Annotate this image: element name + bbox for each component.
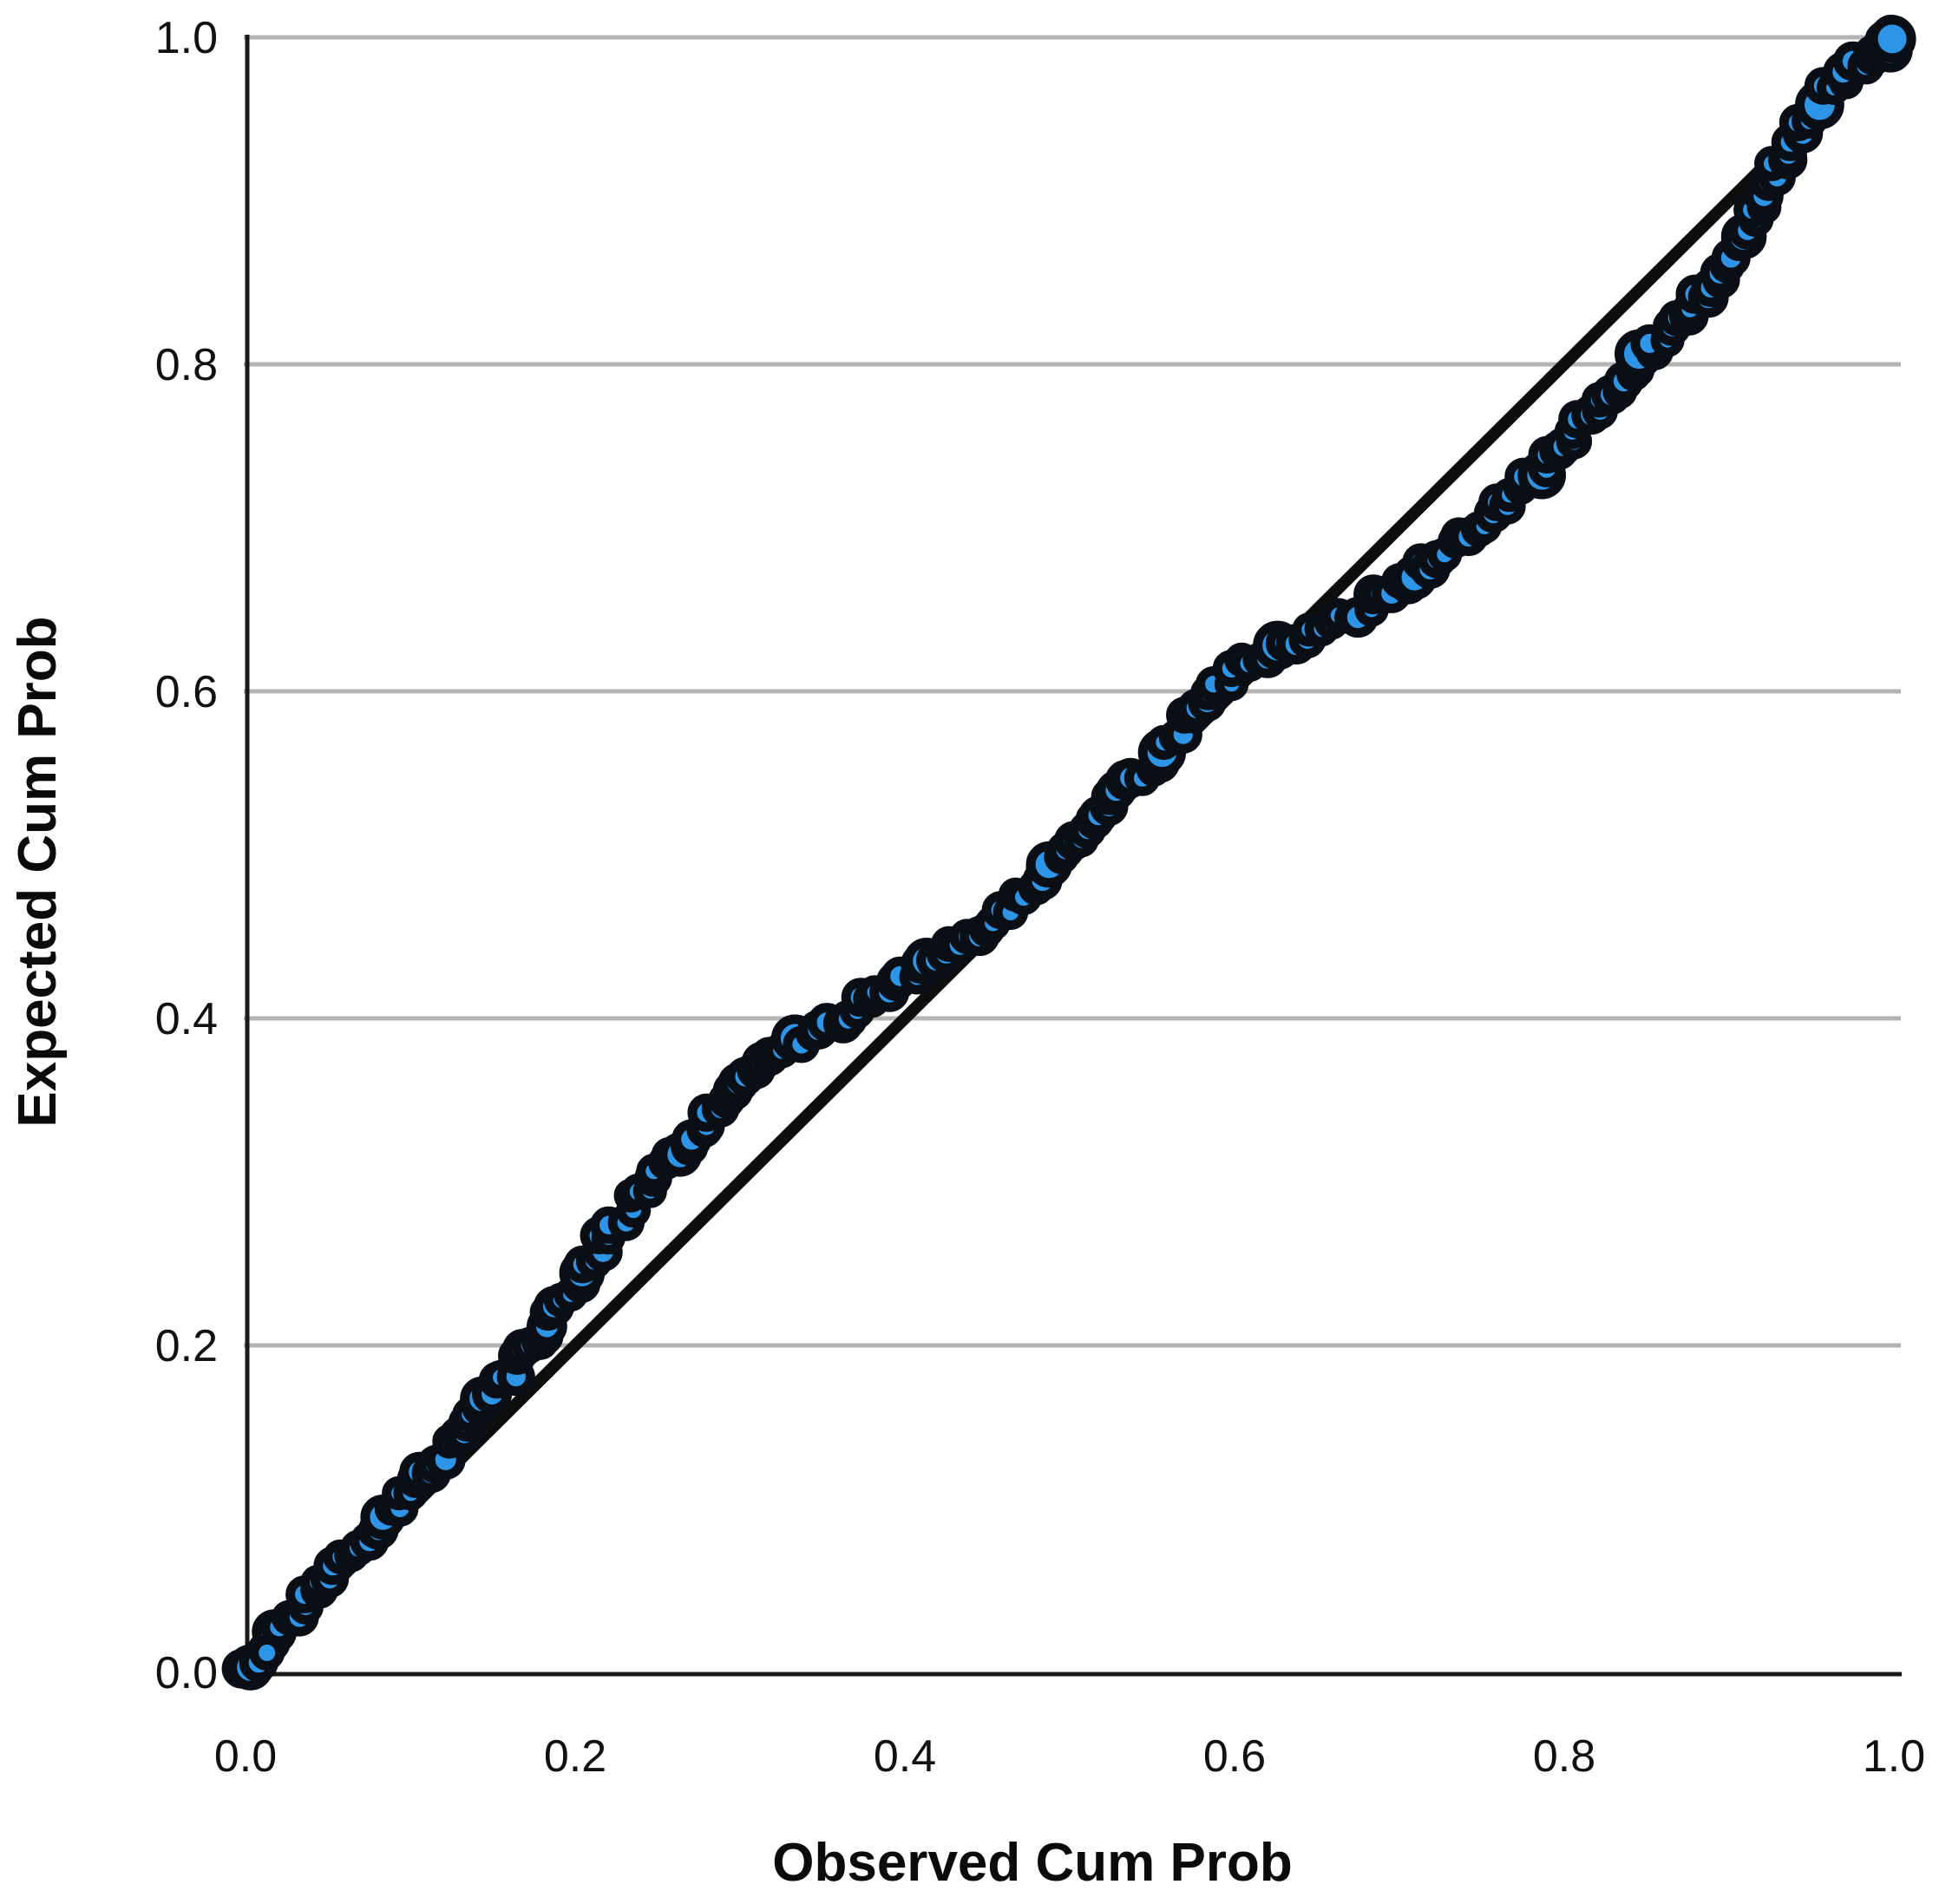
x-tick-label-0.2: 0.2	[544, 1731, 606, 1782]
x-tick-label-0.6: 0.6	[1203, 1731, 1266, 1782]
x-tick-label-0.4: 0.4	[874, 1731, 936, 1782]
data-point	[249, 1634, 285, 1671]
data-point	[1868, 15, 1916, 63]
y-tick-label-0.6: 0.6	[155, 667, 218, 717]
x-tick-label-1.0: 1.0	[1863, 1731, 1925, 1782]
y-tick-label-1.0: 1.0	[155, 13, 218, 63]
x-tick-label-0.8: 0.8	[1533, 1731, 1595, 1782]
y-tick-label-0.0: 0.0	[155, 1648, 218, 1698]
scatter-points	[221, 14, 1916, 1691]
x-tick-label-0.0: 0.0	[214, 1731, 277, 1782]
y-tick-label-0.8: 0.8	[155, 340, 218, 390]
x-axis-title: Observed Cum Prob	[772, 1833, 1292, 1893]
y-tick-label-0.4: 0.4	[155, 994, 218, 1044]
axes	[244, 35, 1902, 1677]
y-axis-title: Expected Cum Prob	[8, 616, 68, 1127]
tick-labels: 0.0 0.2 0.4 0.6 0.8 1.0 0.0 0.2 0.4 0.6 0.8 1.0	[155, 13, 1925, 1782]
y-tick-label-0.2: 0.2	[155, 1321, 218, 1371]
gridlines	[244, 35, 1901, 1348]
